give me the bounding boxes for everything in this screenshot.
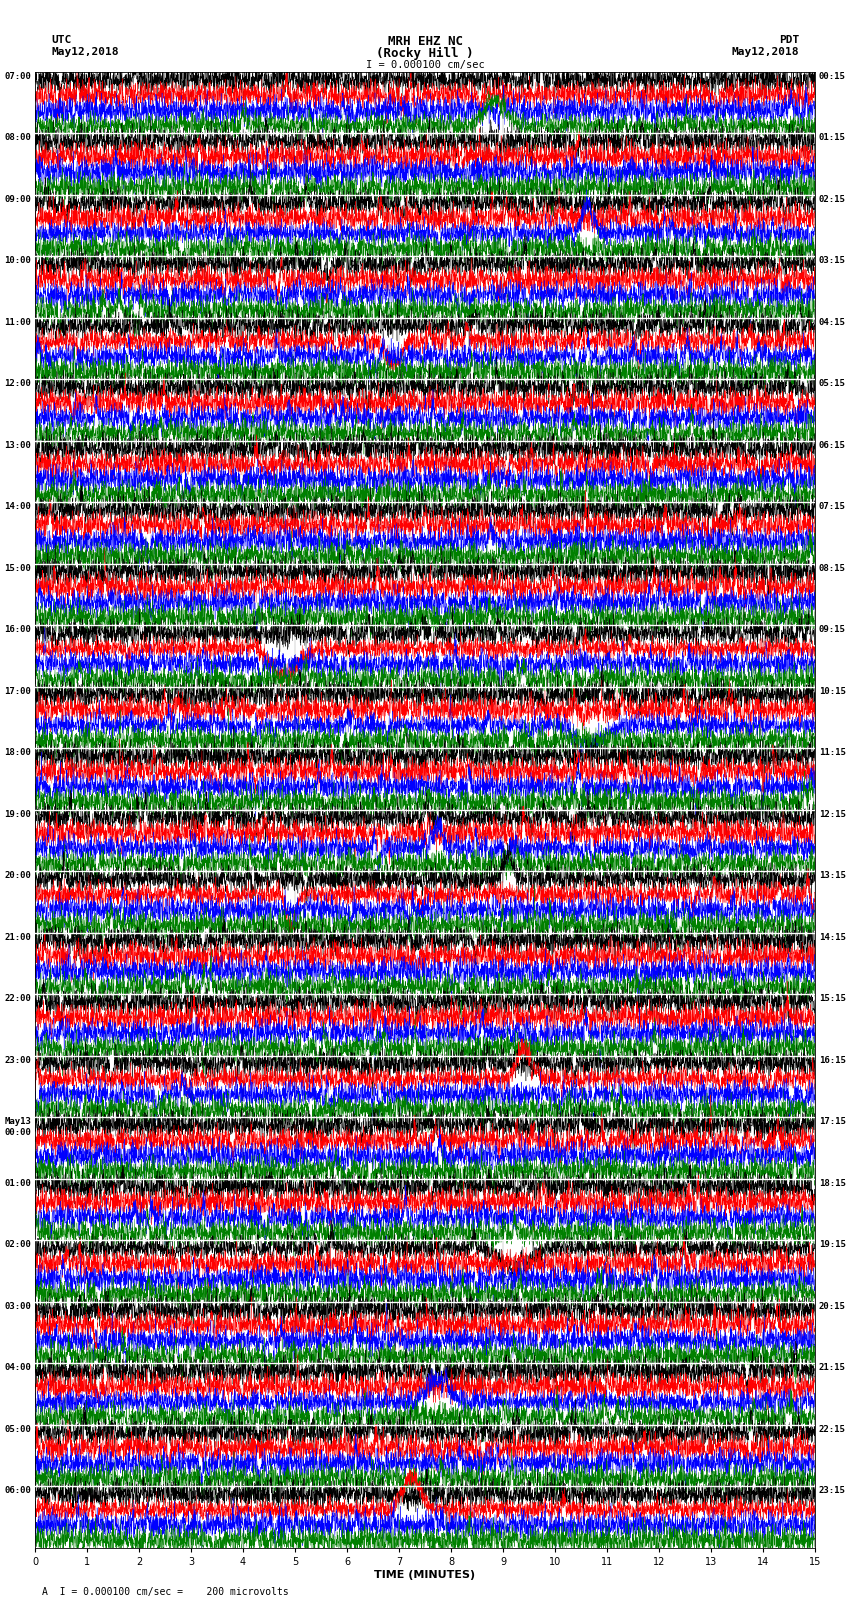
Text: 10:00: 10:00 [4, 256, 31, 266]
Text: 01:00: 01:00 [4, 1179, 31, 1187]
Text: May12,2018: May12,2018 [732, 47, 799, 56]
Text: May13
00:00: May13 00:00 [4, 1118, 31, 1137]
Text: 14:00: 14:00 [4, 502, 31, 511]
Text: 20:00: 20:00 [4, 871, 31, 881]
Text: 15:00: 15:00 [4, 565, 31, 573]
Text: 14:15: 14:15 [819, 932, 846, 942]
Text: 07:00: 07:00 [4, 73, 31, 81]
Text: 08:00: 08:00 [4, 134, 31, 142]
Text: 19:15: 19:15 [819, 1240, 846, 1250]
Text: 09:00: 09:00 [4, 195, 31, 203]
Text: 06:00: 06:00 [4, 1487, 31, 1495]
Text: 10:15: 10:15 [819, 687, 846, 695]
Text: 11:00: 11:00 [4, 318, 31, 327]
Text: 06:15: 06:15 [819, 440, 846, 450]
Text: (Rocky Hill ): (Rocky Hill ) [377, 47, 473, 60]
Text: 01:15: 01:15 [819, 134, 846, 142]
Text: 18:00: 18:00 [4, 748, 31, 758]
Text: 21:15: 21:15 [819, 1363, 846, 1373]
Text: I = 0.000100 cm/sec: I = 0.000100 cm/sec [366, 60, 484, 69]
Text: 04:15: 04:15 [819, 318, 846, 327]
Text: 13:00: 13:00 [4, 440, 31, 450]
Text: 16:15: 16:15 [819, 1057, 846, 1065]
Text: 05:15: 05:15 [819, 379, 846, 389]
Text: 03:00: 03:00 [4, 1302, 31, 1311]
Text: 09:15: 09:15 [819, 626, 846, 634]
Text: 18:15: 18:15 [819, 1179, 846, 1187]
Text: May12,2018: May12,2018 [51, 47, 118, 56]
Text: 08:15: 08:15 [819, 565, 846, 573]
Text: 15:15: 15:15 [819, 995, 846, 1003]
Text: 21:00: 21:00 [4, 932, 31, 942]
Text: 07:15: 07:15 [819, 502, 846, 511]
Text: MRH EHZ NC: MRH EHZ NC [388, 35, 462, 48]
Text: 22:15: 22:15 [819, 1424, 846, 1434]
Text: UTC: UTC [51, 35, 71, 45]
Text: 02:15: 02:15 [819, 195, 846, 203]
Text: 02:00: 02:00 [4, 1240, 31, 1250]
Text: 20:15: 20:15 [819, 1302, 846, 1311]
Text: 17:15: 17:15 [819, 1118, 846, 1126]
Text: 16:00: 16:00 [4, 626, 31, 634]
Text: 05:00: 05:00 [4, 1424, 31, 1434]
X-axis label: TIME (MINUTES): TIME (MINUTES) [375, 1569, 475, 1579]
Text: 04:00: 04:00 [4, 1363, 31, 1373]
Text: 19:00: 19:00 [4, 810, 31, 819]
Text: PDT: PDT [779, 35, 799, 45]
Text: 17:00: 17:00 [4, 687, 31, 695]
Text: 22:00: 22:00 [4, 995, 31, 1003]
Text: 13:15: 13:15 [819, 871, 846, 881]
Text: 23:00: 23:00 [4, 1057, 31, 1065]
Text: 12:15: 12:15 [819, 810, 846, 819]
Text: A  I = 0.000100 cm/sec =    200 microvolts: A I = 0.000100 cm/sec = 200 microvolts [42, 1587, 289, 1597]
Text: 12:00: 12:00 [4, 379, 31, 389]
Text: 23:15: 23:15 [819, 1487, 846, 1495]
Text: 00:15: 00:15 [819, 73, 846, 81]
Text: 11:15: 11:15 [819, 748, 846, 758]
Text: 03:15: 03:15 [819, 256, 846, 266]
